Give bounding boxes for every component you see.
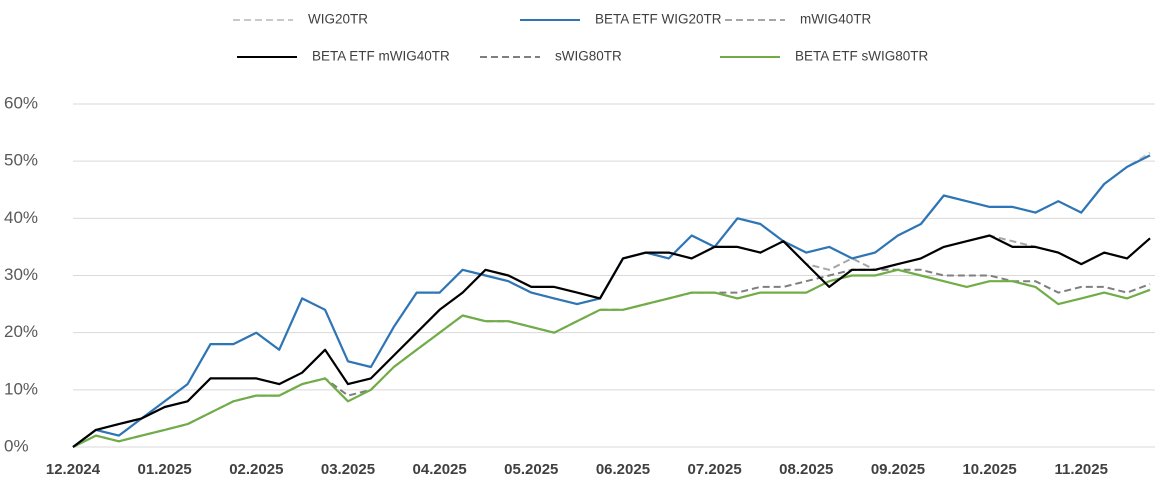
x-tick-label: 01.2025 bbox=[138, 461, 192, 478]
x-tick-label: 06.2025 bbox=[596, 461, 650, 478]
y-tick-label: 20% bbox=[4, 322, 38, 341]
x-tick-label: 03.2025 bbox=[321, 461, 375, 478]
y-tick-label: 50% bbox=[4, 151, 38, 170]
x-tick-label: 02.2025 bbox=[229, 461, 283, 478]
series-line bbox=[72, 234, 1151, 448]
x-tick-label: 07.2025 bbox=[687, 461, 741, 478]
series-line bbox=[72, 151, 1151, 448]
y-tick-label: 10% bbox=[4, 379, 38, 398]
x-tick-label: 11.2025 bbox=[1055, 461, 1108, 478]
legend-label: BETA ETF WIG20TR bbox=[595, 12, 722, 27]
series-line bbox=[72, 268, 1151, 448]
x-tick-label: 12.2024 bbox=[46, 461, 101, 478]
series-line bbox=[72, 234, 1151, 448]
x-tick-label: 08.2025 bbox=[779, 461, 833, 478]
y-tick-label: 0% bbox=[4, 436, 29, 455]
legend-label: sWIG80TR bbox=[555, 49, 622, 64]
series-line bbox=[72, 154, 1151, 448]
series-line bbox=[72, 268, 1151, 448]
legend-label: WIG20TR bbox=[308, 12, 368, 27]
x-tick-label: 05.2025 bbox=[504, 461, 558, 478]
y-tick-label: 60% bbox=[4, 93, 38, 112]
x-tick-label: 04.2025 bbox=[413, 461, 467, 478]
y-tick-label: 30% bbox=[4, 265, 38, 284]
y-tick-label: 40% bbox=[4, 208, 38, 227]
x-tick-label: 09.2025 bbox=[871, 461, 925, 478]
x-tick-label: 10.2025 bbox=[962, 461, 1016, 478]
legend-label: BETA ETF sWIG80TR bbox=[795, 49, 929, 64]
legend-label: mWIG40TR bbox=[800, 12, 872, 27]
legend-label: BETA ETF mWIG40TR bbox=[312, 49, 450, 64]
